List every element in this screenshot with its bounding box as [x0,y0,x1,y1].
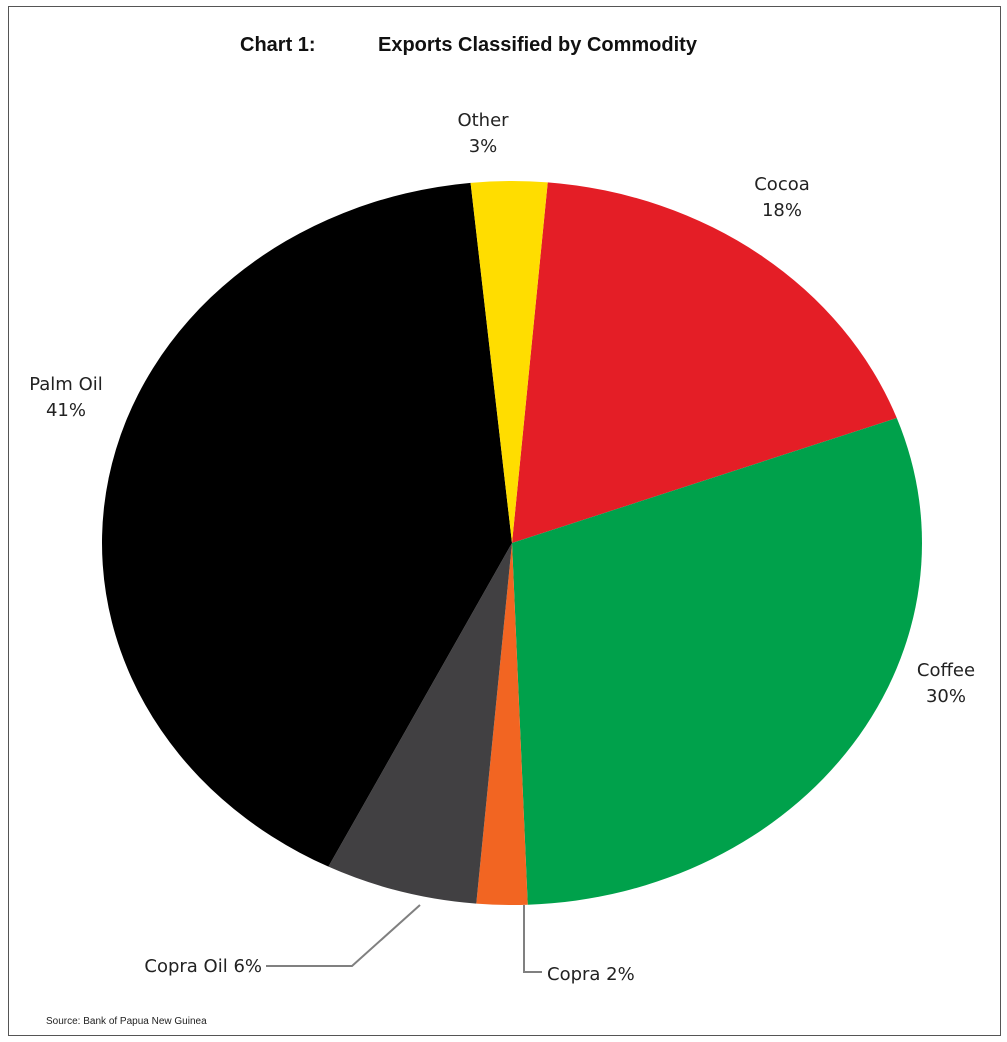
source-note: Source: Bank of Papua New Guinea [46,1016,207,1027]
chart-title-text: Exports Classified by Commodity [378,34,697,56]
slice-label-copra-oil: Copra Oil 6% [144,956,262,977]
slice-label-copra: Copra 2% [547,964,635,985]
slice-pct-cocoa: 18% [762,200,802,221]
slice-label-cocoa: Cocoa [754,174,810,195]
chart-title: Chart 1: Exports Classified by Commodity [0,34,1007,64]
slice-label-coffee: Coffee [917,660,975,681]
slice-pct-other: 3% [469,136,498,157]
pie-slice-other [470,181,548,543]
slice-pct-coffee: 30% [926,686,966,707]
chart-title-number: Chart 1: [240,34,316,56]
pie-slice-cocoa [512,182,897,543]
slice-pct-palm-oil: 41% [46,400,86,421]
pie-slice-palm-oil [102,182,512,867]
slice-labels: Cocoa 18% Coffee 30% Copra 2% Copra Oil 6% Pal… [29,110,975,985]
slice-label-palm-oil: Palm Oil [29,374,103,395]
leader-lines [266,904,542,973]
pie-slice-copra-oil [328,543,512,904]
pie-slice-coffee [512,418,922,905]
pie-slices [102,181,922,905]
leader-line-copra [523,905,542,973]
leader-line-copra-oil [266,904,421,967]
pie-slice-copra [476,543,528,905]
slice-label-other: Other [457,110,509,131]
